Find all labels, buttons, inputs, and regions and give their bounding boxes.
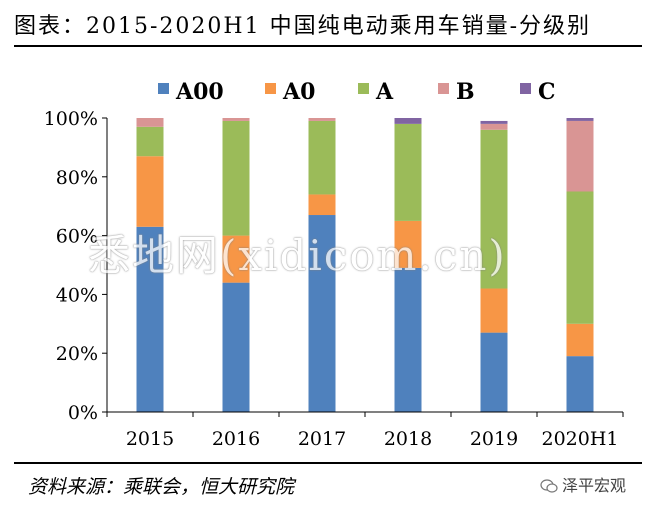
bar-segment-a-2015	[136, 126, 164, 157]
y-tick-label: 80%	[56, 167, 98, 189]
footer-rule	[14, 462, 642, 464]
bar-segment-a00-2018	[394, 267, 422, 412]
brand-label: 泽平宏观	[540, 472, 626, 496]
legend-swatch-c	[520, 83, 531, 94]
bar-segment-c-2020h1	[566, 118, 594, 121]
x-axis: 2015 2016 2017 2018 2019 2020H1	[106, 411, 624, 450]
legend-swatch-a	[358, 83, 369, 94]
x-tick-label: 2015	[126, 428, 174, 450]
bar-segment-a00-2016	[222, 282, 250, 412]
bar-segment-a00-2019	[480, 332, 508, 412]
bar-segment-a00-2015	[136, 226, 164, 412]
bar-segment-b-2015	[136, 118, 164, 127]
x-tick-label: 2016	[212, 428, 260, 450]
bar-segment-a-2017	[308, 120, 336, 195]
legend-label-a00: A00	[175, 79, 224, 105]
page-title: 图表：2015-2020H1 中国纯电动乘用车销量-分级别	[14, 14, 592, 39]
bar-segment-a0-2019	[480, 288, 508, 333]
bar-segment-a0-2016	[222, 235, 250, 283]
x-tick-label: 2020H1	[541, 428, 618, 450]
title-rule	[14, 45, 642, 47]
bar-segment-a0-2017	[308, 194, 336, 216]
x-tick-label: 2018	[384, 428, 432, 450]
wechat-icon	[540, 479, 558, 493]
bar-segment-b-2017	[308, 118, 336, 121]
y-tick-label: 100%	[44, 108, 98, 130]
legend-swatch-a0	[265, 83, 276, 94]
y-tick-label: 20%	[56, 343, 98, 365]
bar-segment-a0-2020h1	[566, 323, 594, 357]
bar-segment-c-2019	[480, 120, 508, 124]
brand-name: 泽平宏观	[562, 476, 627, 495]
bar-segment-b-2019	[480, 123, 508, 130]
y-tick-label: 60%	[56, 226, 98, 248]
bar-segment-b-2016	[222, 118, 250, 121]
bars	[136, 118, 594, 412]
y-tick-label: 40%	[56, 284, 98, 306]
y-tick-label: 0%	[68, 402, 98, 424]
bar-segment-a00-2020h1	[566, 356, 594, 412]
bar-segment-b-2020h1	[566, 120, 594, 192]
legend-label-a0: A0	[282, 79, 315, 105]
legend-swatch-a00	[158, 83, 169, 94]
bar-segment-a00-2017	[308, 215, 336, 412]
bar-segment-a-2020h1	[566, 191, 594, 324]
x-tick-label: 2019	[470, 428, 518, 450]
legend-label-b: B	[456, 79, 475, 105]
bar-segment-a0-2018	[394, 220, 422, 268]
bar-segment-a-2018	[394, 123, 422, 221]
bar-segment-c-2018	[394, 118, 422, 124]
legend: A00 A0 A B C	[158, 79, 556, 105]
legend-label-c: C	[538, 79, 556, 105]
source-note: 资料来源：乘联会，恒大研究院	[28, 476, 295, 498]
legend-swatch-b	[438, 83, 449, 94]
bar-segment-a-2019	[480, 129, 508, 289]
legend-label-a: A	[375, 79, 394, 105]
bar-segment-a0-2015	[136, 156, 164, 227]
x-tick-label: 2017	[298, 428, 346, 450]
bar-segment-a-2016	[222, 120, 250, 236]
y-axis: 0% 20% 40% 60% 80% 100%	[44, 108, 108, 424]
